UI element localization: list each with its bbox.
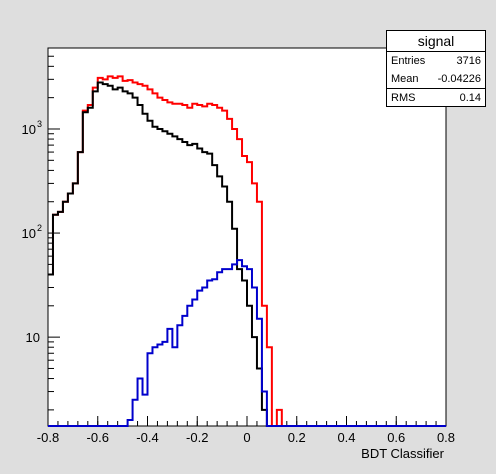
stats-entries-value: 3716 <box>456 55 481 67</box>
stats-mean-label: Mean <box>391 73 419 85</box>
y-tick-exponent: 2 <box>37 223 42 233</box>
x-tick-label: -0.4 <box>136 430 158 445</box>
y-tick-label: 10 <box>22 226 36 241</box>
stats-entries-row: Entries 3716 <box>387 52 485 70</box>
x-tick-label: 0.6 <box>387 430 405 445</box>
x-axis: -0.8 -0.6 -0.4 -0.2 0 0.2 0.4 0.6 0.8 <box>37 416 455 445</box>
x-axis-label: BDT Classifier <box>361 446 445 461</box>
series-layer <box>48 75 446 427</box>
x-tick-label: -0.2 <box>186 430 208 445</box>
histogram-series-1 <box>48 81 446 427</box>
y-tick-label: 10 <box>26 330 40 345</box>
histogram-series-2 <box>48 259 446 427</box>
stats-rms-row: RMS 0.14 <box>387 89 485 107</box>
stats-rms-value: 0.14 <box>459 92 481 104</box>
stats-mean-row: Mean -0.04226 <box>387 70 485 89</box>
x-tick-label: -0.8 <box>37 430 59 445</box>
stats-entries-label: Entries <box>391 55 426 67</box>
plot-frame <box>47 47 447 427</box>
y-tick-label: 10 <box>22 122 36 137</box>
stats-box: signal Entries 3716 Mean -0.04226 RMS 0.… <box>386 30 486 107</box>
x-tick-label: 0.4 <box>337 430 355 445</box>
stats-mean-value: -0.04226 <box>437 73 481 85</box>
x-tick-label: 0 <box>243 430 250 445</box>
y-tick-exponent: 3 <box>37 119 42 129</box>
stats-title: signal <box>387 31 485 52</box>
x-tick-label: -0.6 <box>87 430 109 445</box>
x-tick-label: 0.8 <box>437 430 455 445</box>
x-tick-label: 0.2 <box>288 430 306 445</box>
stats-rms-label: RMS <box>391 92 416 104</box>
